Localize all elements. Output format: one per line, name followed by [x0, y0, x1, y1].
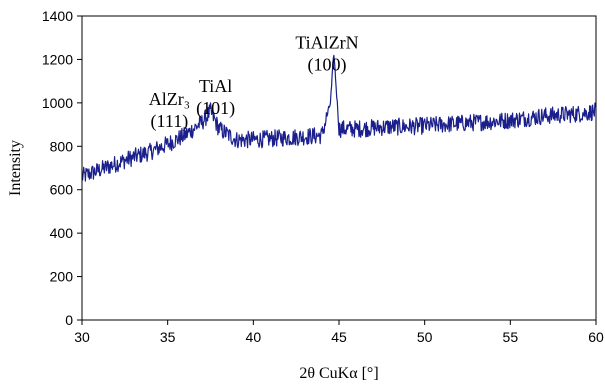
- y-tick-label: 800: [50, 138, 74, 154]
- xrd-series-line: [81, 54, 597, 182]
- y-tick-label: 0: [65, 312, 73, 328]
- y-tick-label: 600: [50, 182, 74, 198]
- peak-annotation: TiAlZrN (100): [295, 33, 358, 76]
- peak-annotations: AlZr₃ (111)TiAl (101) TiAlZrN (100): [149, 33, 359, 132]
- y-tick-label: 1200: [42, 51, 73, 67]
- y-axis-title: Intensity: [7, 140, 24, 196]
- peak-annotation: TiAl (101): [196, 76, 235, 119]
- x-tick-label: 40: [246, 329, 262, 345]
- x-axis-ticks: 30 35 40 45 50 55 60: [74, 320, 604, 345]
- x-tick-label: 30: [74, 329, 90, 345]
- y-tick-label: 1000: [42, 95, 73, 111]
- plot-frame: [81, 15, 597, 321]
- x-tick-label: 50: [417, 329, 433, 345]
- x-tick-label: 45: [331, 329, 347, 345]
- x-tick-label: 60: [588, 329, 604, 345]
- peak-annotation: AlZr₃ (111): [149, 89, 190, 132]
- y-tick-label: 400: [50, 225, 74, 241]
- y-tick-label: 1400: [42, 8, 73, 24]
- y-axis-ticks: 0 200 400 600 800 1000 1200 1400: [42, 8, 82, 328]
- y-tick-label: 200: [50, 269, 74, 285]
- x-axis-title: 2θ CuKα [°]: [299, 365, 378, 382]
- x-tick-label: 35: [160, 329, 176, 345]
- x-tick-label: 55: [503, 329, 519, 345]
